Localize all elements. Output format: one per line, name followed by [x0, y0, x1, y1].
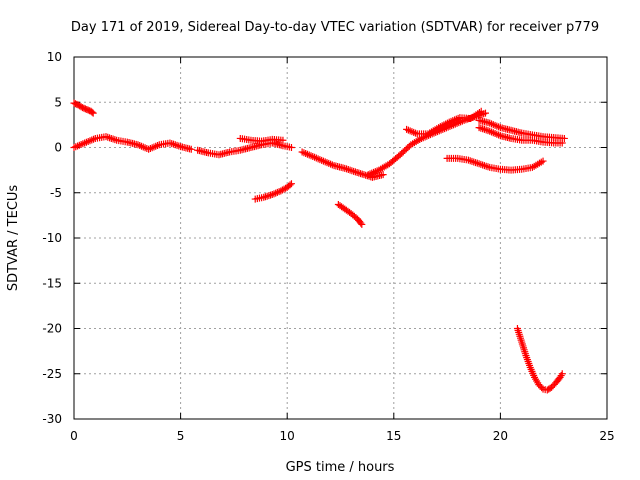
y-tick-label: -25 — [42, 367, 62, 381]
chart-title: Day 171 of 2019, Sidereal Day-to-day VTE… — [71, 20, 599, 35]
data-point — [270, 190, 278, 198]
data-point — [357, 219, 365, 227]
series-seg-dip-low — [251, 180, 295, 203]
series-seg-decline — [298, 148, 387, 181]
series-seg-deep-drop — [513, 325, 566, 394]
data-points — [70, 99, 568, 394]
data-point — [275, 188, 283, 196]
y-tick-label: -10 — [42, 231, 62, 245]
y-tick-label: 0 — [54, 141, 62, 155]
series-seg-rise-upper — [403, 107, 485, 138]
data-point — [286, 181, 294, 189]
data-point — [481, 109, 489, 117]
x-tick-label: 25 — [599, 429, 614, 443]
data-point — [88, 108, 96, 116]
axis-ticks: 0 5 10 15 20 25 -30 -25 -20 -15 -10 -5 0 5 10 — [42, 50, 614, 443]
series-seg-late-band — [443, 154, 547, 174]
data-point — [89, 109, 97, 117]
series-seg-start-high — [70, 99, 97, 117]
y-axis-label: SDTVAR / TECUs — [6, 185, 21, 292]
y-tick-label: -5 — [50, 186, 62, 200]
data-point — [538, 384, 546, 392]
series-seg-main-early — [70, 133, 195, 153]
data-point — [287, 144, 295, 151]
data-point — [379, 171, 387, 179]
data-point — [558, 370, 566, 378]
x-tick-label: 15 — [386, 429, 401, 443]
data-point — [287, 180, 295, 188]
series-seg-mid-band — [236, 134, 287, 145]
y-tick-label: 10 — [47, 50, 62, 64]
series-seg-late-lower — [475, 124, 566, 147]
data-point — [187, 145, 195, 153]
data-point — [279, 136, 287, 144]
series-seg-steep-drop — [334, 201, 366, 228]
data-point — [560, 134, 568, 142]
data-point — [477, 107, 485, 115]
x-axis-label: GPS time / hours — [286, 460, 395, 475]
data-point — [358, 220, 366, 228]
y-tick-label: 5 — [54, 95, 62, 109]
x-tick-label: 5 — [177, 429, 185, 443]
y-tick-label: -30 — [42, 412, 62, 426]
series-seg-main-mid — [194, 139, 295, 159]
y-tick-label: -20 — [42, 322, 62, 336]
data-point — [272, 189, 280, 197]
data-point — [558, 139, 566, 147]
x-tick-label: 10 — [280, 429, 295, 443]
y-tick-label: -15 — [42, 276, 62, 290]
data-point — [268, 191, 276, 199]
data-point — [539, 157, 547, 165]
grid — [74, 57, 607, 419]
data-point — [273, 188, 281, 196]
x-tick-label: 0 — [70, 429, 78, 443]
x-tick-label: 20 — [493, 429, 508, 443]
